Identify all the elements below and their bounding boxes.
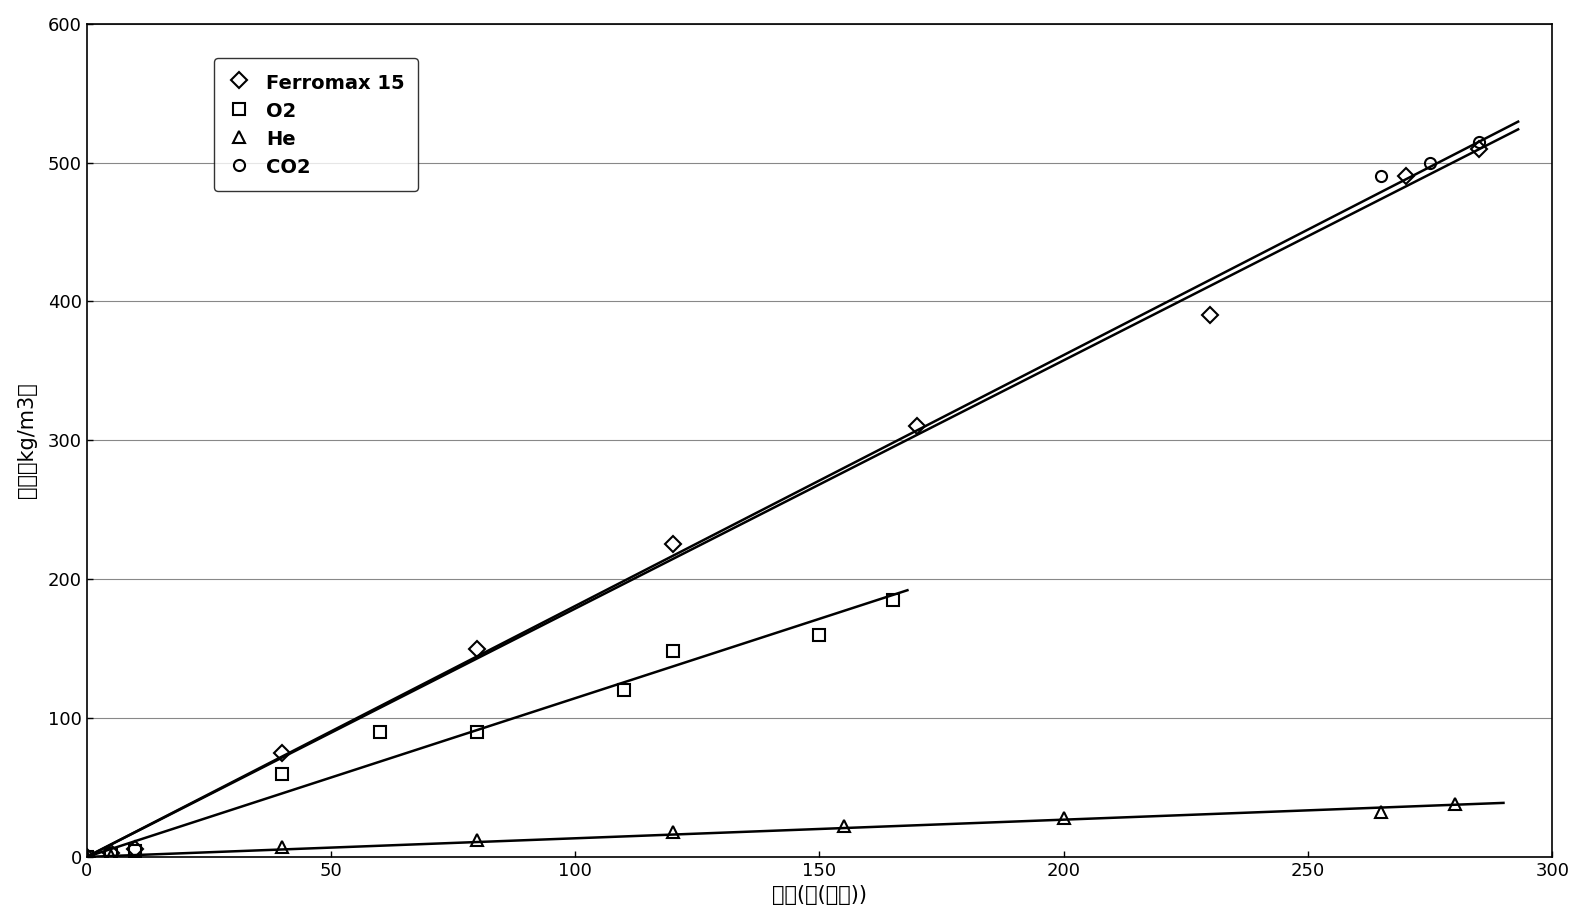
- Y-axis label: 密度（kg/m3）: 密度（kg/m3）: [17, 383, 36, 498]
- Ferromax 15: [663, 539, 682, 550]
- He: [273, 842, 292, 853]
- He: [468, 834, 487, 845]
- O2: [370, 727, 389, 738]
- Line: CO2: CO2: [1375, 136, 1484, 182]
- Ferromax 15: [1396, 171, 1415, 182]
- O2: [102, 848, 121, 859]
- He: [102, 850, 121, 861]
- O2: [273, 768, 292, 779]
- Ferromax 15: [125, 843, 144, 854]
- O2: [883, 595, 902, 606]
- Ferromax 15: [1470, 143, 1489, 154]
- O2: [614, 685, 633, 696]
- Line: Ferromax 15: Ferromax 15: [81, 143, 1484, 862]
- Legend: Ferromax 15, O2, He, CO2: Ferromax 15, O2, He, CO2: [214, 58, 419, 191]
- Ferromax 15: [468, 643, 487, 654]
- Line: O2: O2: [81, 595, 898, 862]
- He: [1372, 807, 1391, 818]
- CO2: [1470, 136, 1489, 148]
- O2: [125, 845, 144, 857]
- CO2: [1372, 171, 1391, 182]
- X-axis label: 压力(巴(表压)): 压力(巴(表压)): [772, 885, 868, 905]
- O2: [663, 645, 682, 656]
- He: [1055, 812, 1074, 823]
- O2: [810, 629, 829, 640]
- CO2: [1421, 157, 1440, 168]
- Ferromax 15: [78, 851, 97, 862]
- O2: [78, 851, 97, 862]
- He: [663, 826, 682, 837]
- Line: He: He: [81, 798, 1461, 862]
- He: [834, 821, 853, 832]
- Ferromax 15: [273, 747, 292, 758]
- He: [78, 851, 97, 862]
- O2: [468, 727, 487, 738]
- Ferromax 15: [102, 847, 121, 858]
- Ferromax 15: [1201, 310, 1220, 321]
- Ferromax 15: [907, 420, 926, 431]
- He: [1445, 798, 1464, 810]
